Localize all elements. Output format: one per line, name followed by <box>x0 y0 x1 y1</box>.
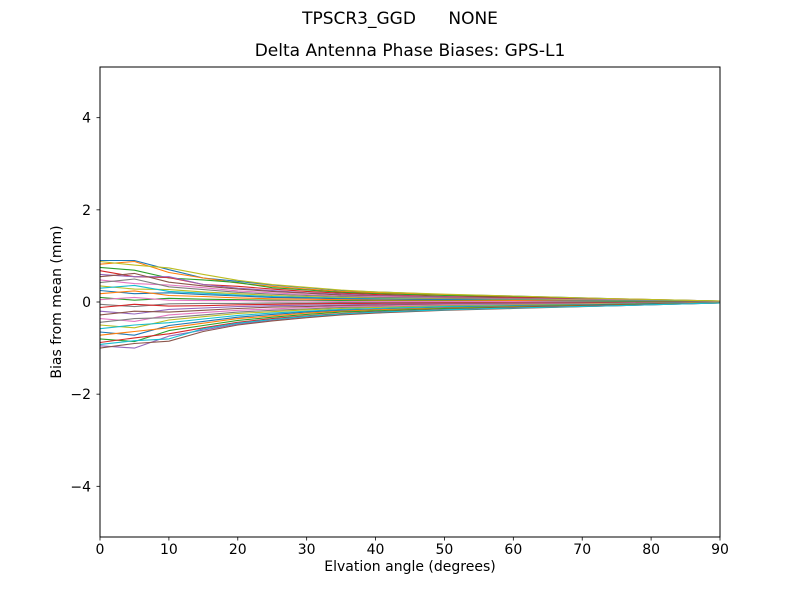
x-tick-label: 70 <box>573 542 591 558</box>
chart-line <box>99 302 721 345</box>
x-tick-label: 10 <box>160 542 178 558</box>
chart-line <box>99 270 721 303</box>
y-tick-label: 4 <box>82 111 91 127</box>
axes-title: Delta Antenna Phase Biases: GPS-L1 <box>254 41 566 61</box>
x-tick-label: 90 <box>711 542 729 558</box>
figure-suptitle: TPSCR3_GGD NONE <box>302 9 498 29</box>
x-tick-label: 40 <box>367 542 385 558</box>
y-tick-label: 0 <box>82 295 91 311</box>
y-tick-label: −4 <box>70 479 91 495</box>
chart-line <box>99 290 721 303</box>
x-tick-label: 20 <box>229 542 247 558</box>
y-tick-label: −2 <box>70 387 91 403</box>
chart-line <box>99 260 721 302</box>
x-tick-label: 30 <box>298 542 316 558</box>
x-tick-label: 50 <box>436 542 454 558</box>
x-tick-label: 60 <box>504 542 522 558</box>
x-tick-label: 0 <box>96 542 105 558</box>
x-axis-label: Elvation angle (degrees) <box>324 559 496 575</box>
x-tick-label: 80 <box>642 542 660 558</box>
chart-line <box>99 296 721 303</box>
y-tick-label: 2 <box>82 203 91 219</box>
